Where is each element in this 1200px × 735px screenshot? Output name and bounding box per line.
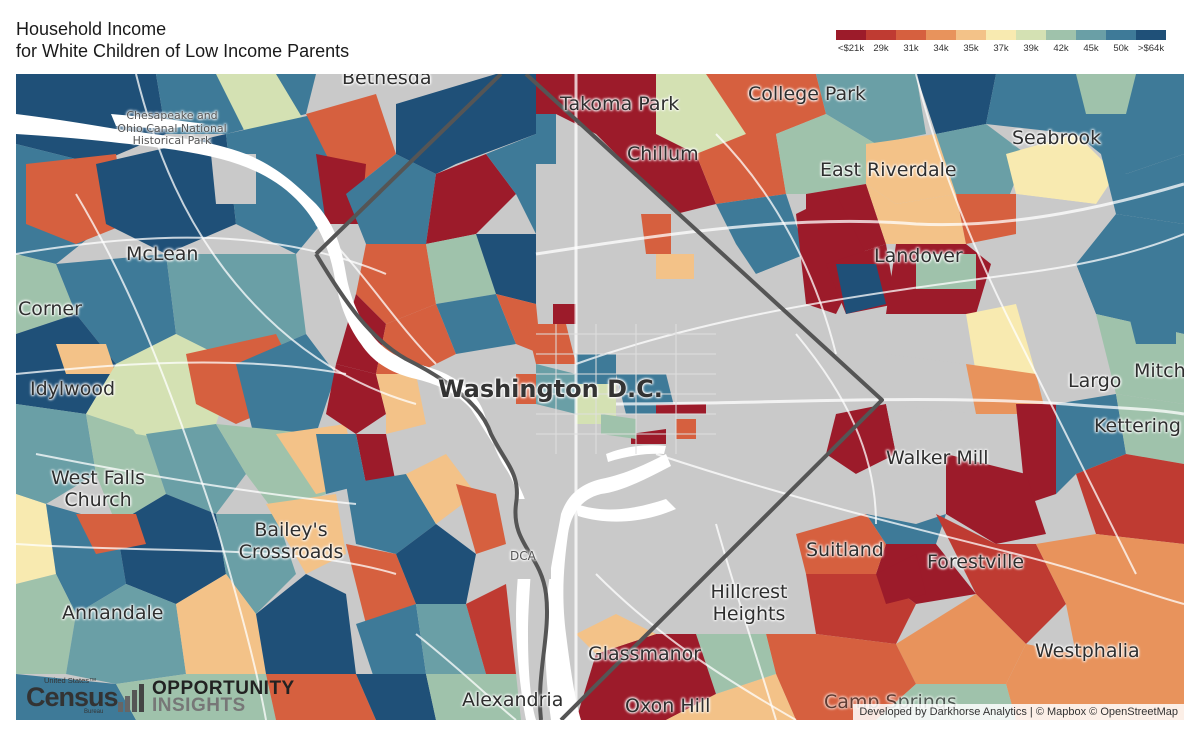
legend-swatch xyxy=(1136,30,1166,40)
map-attribution[interactable]: Developed by Darkhorse Analytics | © Map… xyxy=(853,704,1184,720)
place-label-annandale: Annandale xyxy=(62,602,164,624)
place-label-walker-mill: Walker Mill xyxy=(886,447,989,469)
place-label-glassmanor: Glassmanor xyxy=(588,643,702,665)
oi-logo-line-2: INSIGHTS xyxy=(152,695,246,716)
place-label-landover: Landover xyxy=(874,245,963,267)
legend-labels: <$21k 29k 31k 34k 35k 37k 39k 42k 45k 50k >$64k xyxy=(836,43,1166,54)
legend-label: 45k xyxy=(1083,43,1099,54)
map-canvas[interactable] xyxy=(16,74,1184,720)
census-logo-top: United States™ xyxy=(44,676,97,685)
opportunity-insights-logo: OPPORTUNITY INSIGHTS xyxy=(116,678,316,716)
region-patches-central xyxy=(316,74,541,720)
region-patches-west xyxy=(16,74,396,720)
legend-label: 37k xyxy=(993,43,1009,54)
place-label-idylwood: Idylwood xyxy=(30,378,116,400)
place-label-mclean: McLean xyxy=(126,243,199,265)
place-label-takoma-park: Takoma Park xyxy=(560,93,680,115)
choropleth-map[interactable]: Bethesda Takoma Park College Park Chillu… xyxy=(16,74,1184,720)
place-label-hillcrest-heights: Hillcrest Heights xyxy=(710,581,788,625)
color-legend: <$21k 29k 31k 34k 35k 37k 39k 42k 45k 50k >$64k xyxy=(836,30,1166,54)
legend-swatch xyxy=(926,30,956,40)
legend-swatch xyxy=(1016,30,1046,40)
title-line-1: Household Income xyxy=(16,19,167,39)
legend-swatch xyxy=(836,30,866,40)
place-label-alexandria: Alexandria xyxy=(462,689,564,711)
place-label-chillum: Chillum xyxy=(627,143,699,165)
legend-label: 31k xyxy=(903,43,919,54)
legend-label: 50k xyxy=(1113,43,1129,54)
legend-swatch xyxy=(1046,30,1076,40)
place-label-largo: Largo xyxy=(1068,370,1122,392)
map-title: Household Income for White Children of L… xyxy=(16,18,349,62)
census-logo-bottom: Bureau xyxy=(84,709,104,715)
place-label-baileys-crossroads: Bailey's Crossroads xyxy=(238,519,344,563)
legend-label: 29k xyxy=(873,43,889,54)
place-label-seabrook: Seabrook xyxy=(1012,127,1102,149)
region-patches-east xyxy=(556,74,1184,720)
legend-label: 42k xyxy=(1053,43,1069,54)
place-label-forestville: Forestville xyxy=(927,551,1025,573)
census-logo-wordmark: Census xyxy=(26,682,119,712)
legend-swatch xyxy=(986,30,1016,40)
legend-color-bar xyxy=(836,30,1166,40)
place-label-oxon-hill: Oxon Hill xyxy=(625,695,711,717)
place-label-corner: Corner xyxy=(18,298,82,320)
place-label-mitch: Mitch xyxy=(1134,360,1184,382)
place-label-east-riverdale: East Riverdale xyxy=(820,159,957,181)
place-label-co-canal-park: Chesapeake and Ohio Canal National Histo… xyxy=(117,109,227,148)
legend-label: 39k xyxy=(1023,43,1039,54)
census-bureau-logo: United States™ Census Bureau xyxy=(22,676,119,716)
place-label-west-falls-church: West Falls Church xyxy=(50,467,146,511)
legend-label: 34k xyxy=(933,43,949,54)
road-network xyxy=(16,74,1184,720)
place-label-westphalia: Westphalia xyxy=(1035,640,1140,662)
place-label-suitland: Suitland xyxy=(806,539,884,561)
oi-logo-line-1: OPPORTUNITY xyxy=(152,678,295,699)
place-label-kettering: Kettering xyxy=(1094,415,1181,437)
legend-label: <$21k xyxy=(837,43,865,54)
legend-label: >$64k xyxy=(1137,43,1165,54)
place-label-dca: DCA xyxy=(510,549,536,563)
legend-swatch xyxy=(896,30,926,40)
dc-boundary xyxy=(314,74,884,720)
title-line-2: for White Children of Low Income Parents xyxy=(16,41,350,61)
place-label-college-park: College Park xyxy=(748,83,866,105)
legend-swatch xyxy=(956,30,986,40)
legend-label: 35k xyxy=(963,43,979,54)
place-label-washington-dc: Washington D.C. xyxy=(438,375,663,403)
dc-street-grid xyxy=(536,324,716,454)
legend-swatch xyxy=(1076,30,1106,40)
place-label-bethesda: Bethesda xyxy=(342,74,432,89)
legend-swatch xyxy=(866,30,896,40)
opportunity-insights-bars-icon xyxy=(118,684,144,712)
legend-swatch xyxy=(1106,30,1136,40)
